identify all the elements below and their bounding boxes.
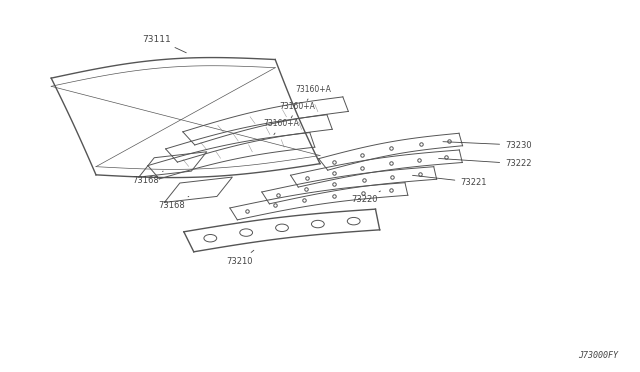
Text: 73160+A: 73160+A: [296, 85, 332, 100]
Text: 73111: 73111: [143, 35, 186, 53]
Text: 73222: 73222: [438, 158, 532, 168]
Text: 73220: 73220: [351, 191, 380, 203]
Text: 73221: 73221: [413, 175, 487, 187]
Text: 73210: 73210: [227, 250, 254, 266]
Text: 73168: 73168: [132, 171, 163, 185]
Text: 73168: 73168: [158, 196, 189, 210]
Text: 73160+A: 73160+A: [280, 102, 316, 118]
Text: 73230: 73230: [443, 141, 532, 150]
Text: J73000FY: J73000FY: [579, 351, 618, 360]
Text: 73160+A: 73160+A: [264, 119, 300, 135]
